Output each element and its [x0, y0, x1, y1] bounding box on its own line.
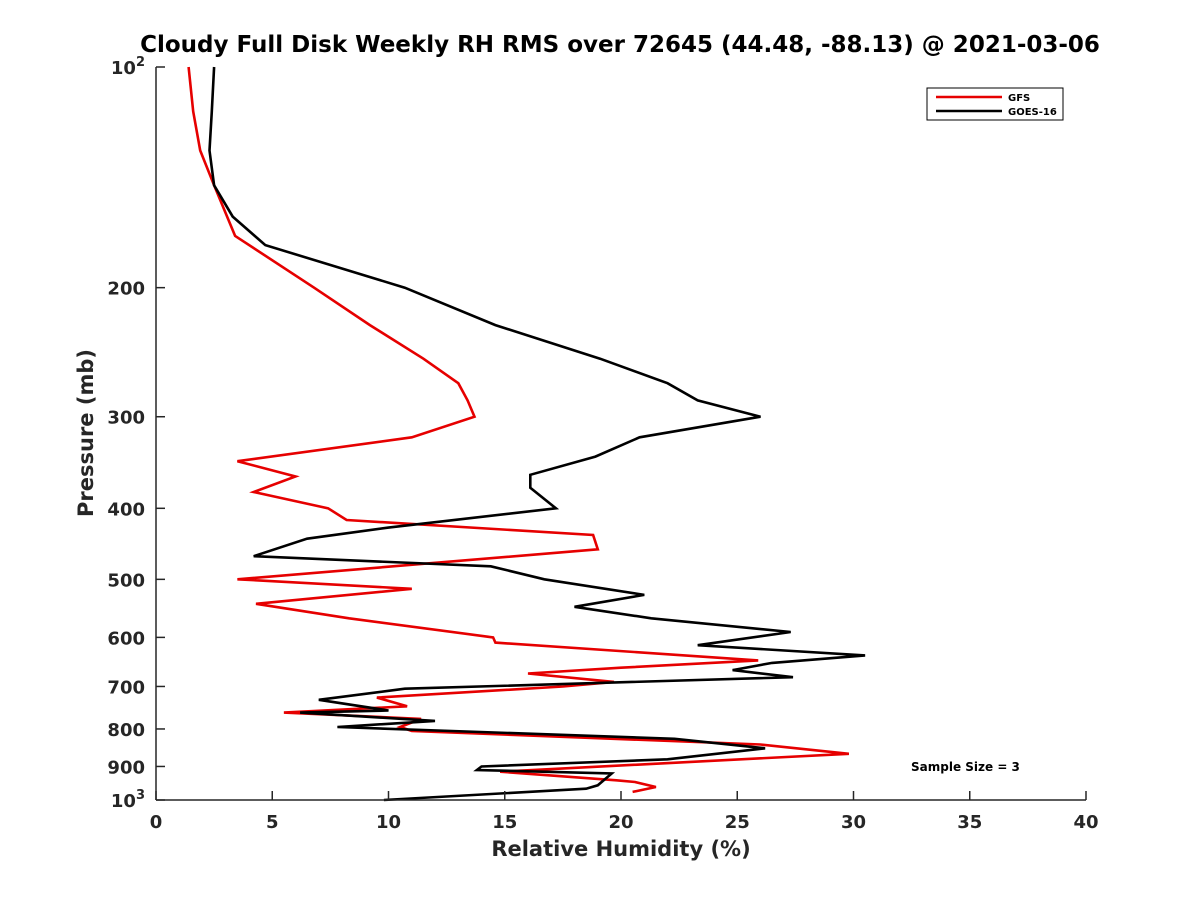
y-tick-label: 300	[107, 408, 145, 429]
x-tick-label: 0	[150, 812, 163, 833]
y-ticks: 102 200 300 400 500 600 700 800 900 103	[107, 55, 165, 812]
chart-title: Cloudy Full Disk Weekly RH RMS over 7264…	[140, 32, 1100, 58]
y-tick-label: 400	[107, 499, 145, 520]
x-tick-label: 25	[725, 812, 750, 833]
y-tick-label: 500	[107, 570, 145, 591]
x-tick-label: 10	[376, 812, 401, 833]
y-tick-label: 900	[107, 757, 145, 778]
y-tick-label: 700	[107, 677, 145, 698]
series-line-goes16	[208, 66, 866, 802]
x-axis-label: Relative Humidity (%)	[491, 837, 750, 861]
sample-size-annotation: Sample Size = 3	[911, 760, 1020, 774]
y-tick-label: 800	[107, 720, 145, 741]
y-tick-label: 600	[107, 628, 145, 649]
x-tick-label: 5	[266, 812, 279, 833]
x-tick-label: 15	[492, 812, 517, 833]
legend-box	[926, 87, 1064, 121]
x-tick-label: 40	[1073, 812, 1098, 833]
series-layer	[187, 66, 866, 802]
series-line-gfs	[187, 66, 850, 794]
y-tick-label: 200	[107, 279, 145, 300]
y-tick-label: 102	[111, 55, 145, 79]
x-tick-label: 35	[957, 812, 982, 833]
y-tick-label: 103	[111, 788, 145, 812]
legend-label-gfs: GFS	[1008, 93, 1030, 104]
axes-layer	[155, 67, 1086, 801]
y-axis-label: Pressure (mb)	[74, 349, 98, 517]
legend-label-goes16: GOES-16	[1008, 107, 1057, 118]
x-tick-label: 30	[841, 812, 866, 833]
legend: GFS GOES-16	[926, 87, 1064, 121]
x-ticks: 0 5 10 15 20 25 30 35 40	[150, 791, 1099, 833]
x-tick-label: 20	[608, 812, 633, 833]
